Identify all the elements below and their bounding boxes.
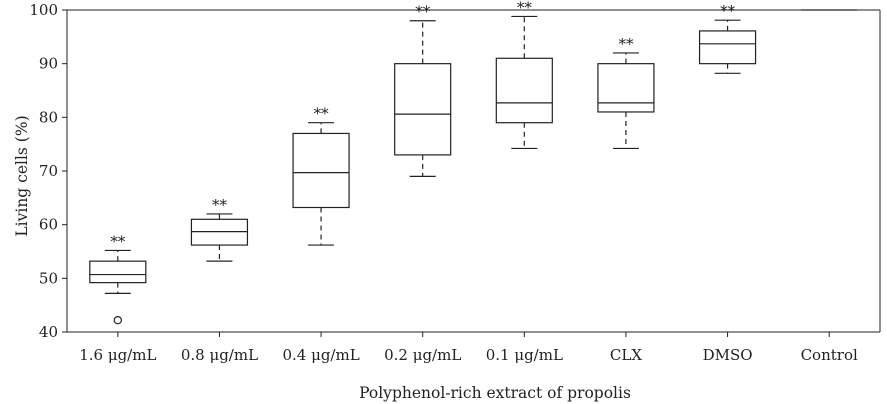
- outlier-point: [113, 315, 123, 325]
- significance-label: **: [517, 0, 533, 16]
- boxes: ** ** ** ** ** ** **: [89, 0, 858, 325]
- x-tick-label: Control: [801, 346, 858, 364]
- box-iqr: [495, 57, 553, 124]
- x-tick-label: 1.6 μg/mL: [79, 346, 156, 364]
- significance-label: **: [415, 3, 431, 21]
- x-tick-label: 0.2 μg/mL: [384, 346, 461, 364]
- y-tick-label: 60: [39, 216, 58, 234]
- plot-frame: [66, 9, 881, 333]
- x-axis: 1.6 μg/mL 0.8 μg/mL 0.4 μg/mL 0.2 μg/mL 0.1 …: [79, 332, 858, 364]
- box-iqr: [698, 30, 757, 65]
- y-tick-label: 40: [39, 323, 58, 341]
- significance-label: **: [110, 232, 126, 250]
- box-group: **: [89, 232, 147, 325]
- significance-label: **: [314, 105, 330, 123]
- box-iqr: [597, 63, 655, 113]
- y-tick-label: 100: [29, 1, 58, 19]
- box-group: **: [698, 2, 757, 74]
- x-tick-label: 0.4 μg/mL: [282, 346, 359, 364]
- x-tick-label: DMSO: [703, 346, 753, 364]
- x-tick-label: CLX: [610, 346, 642, 364]
- x-tick-label: 0.8 μg/mL: [181, 346, 258, 364]
- y-axis: 40 50 60 70 80 90 100: [29, 1, 67, 341]
- box-iqr: [394, 63, 452, 156]
- y-tick-label: 90: [39, 55, 58, 73]
- significance-label: **: [618, 35, 634, 53]
- y-tick-label: 80: [39, 108, 58, 126]
- y-tick-label: 50: [39, 269, 58, 287]
- significance-label: **: [720, 2, 736, 20]
- box-group: **: [495, 0, 553, 150]
- box-group: **: [394, 3, 452, 177]
- x-tick-label: 0.1 μg/mL: [486, 346, 563, 364]
- x-axis-title: Polyphenol-rich extract of propolis: [359, 384, 631, 402]
- box-iqr: [292, 132, 350, 209]
- significance-label: **: [212, 196, 228, 214]
- y-tick-label: 70: [39, 162, 58, 180]
- box-group: **: [190, 196, 249, 262]
- box-iqr: [89, 260, 147, 284]
- box-group: **: [292, 105, 350, 246]
- box-group: **: [597, 35, 655, 150]
- y-axis-title: Living cells (%): [13, 115, 31, 236]
